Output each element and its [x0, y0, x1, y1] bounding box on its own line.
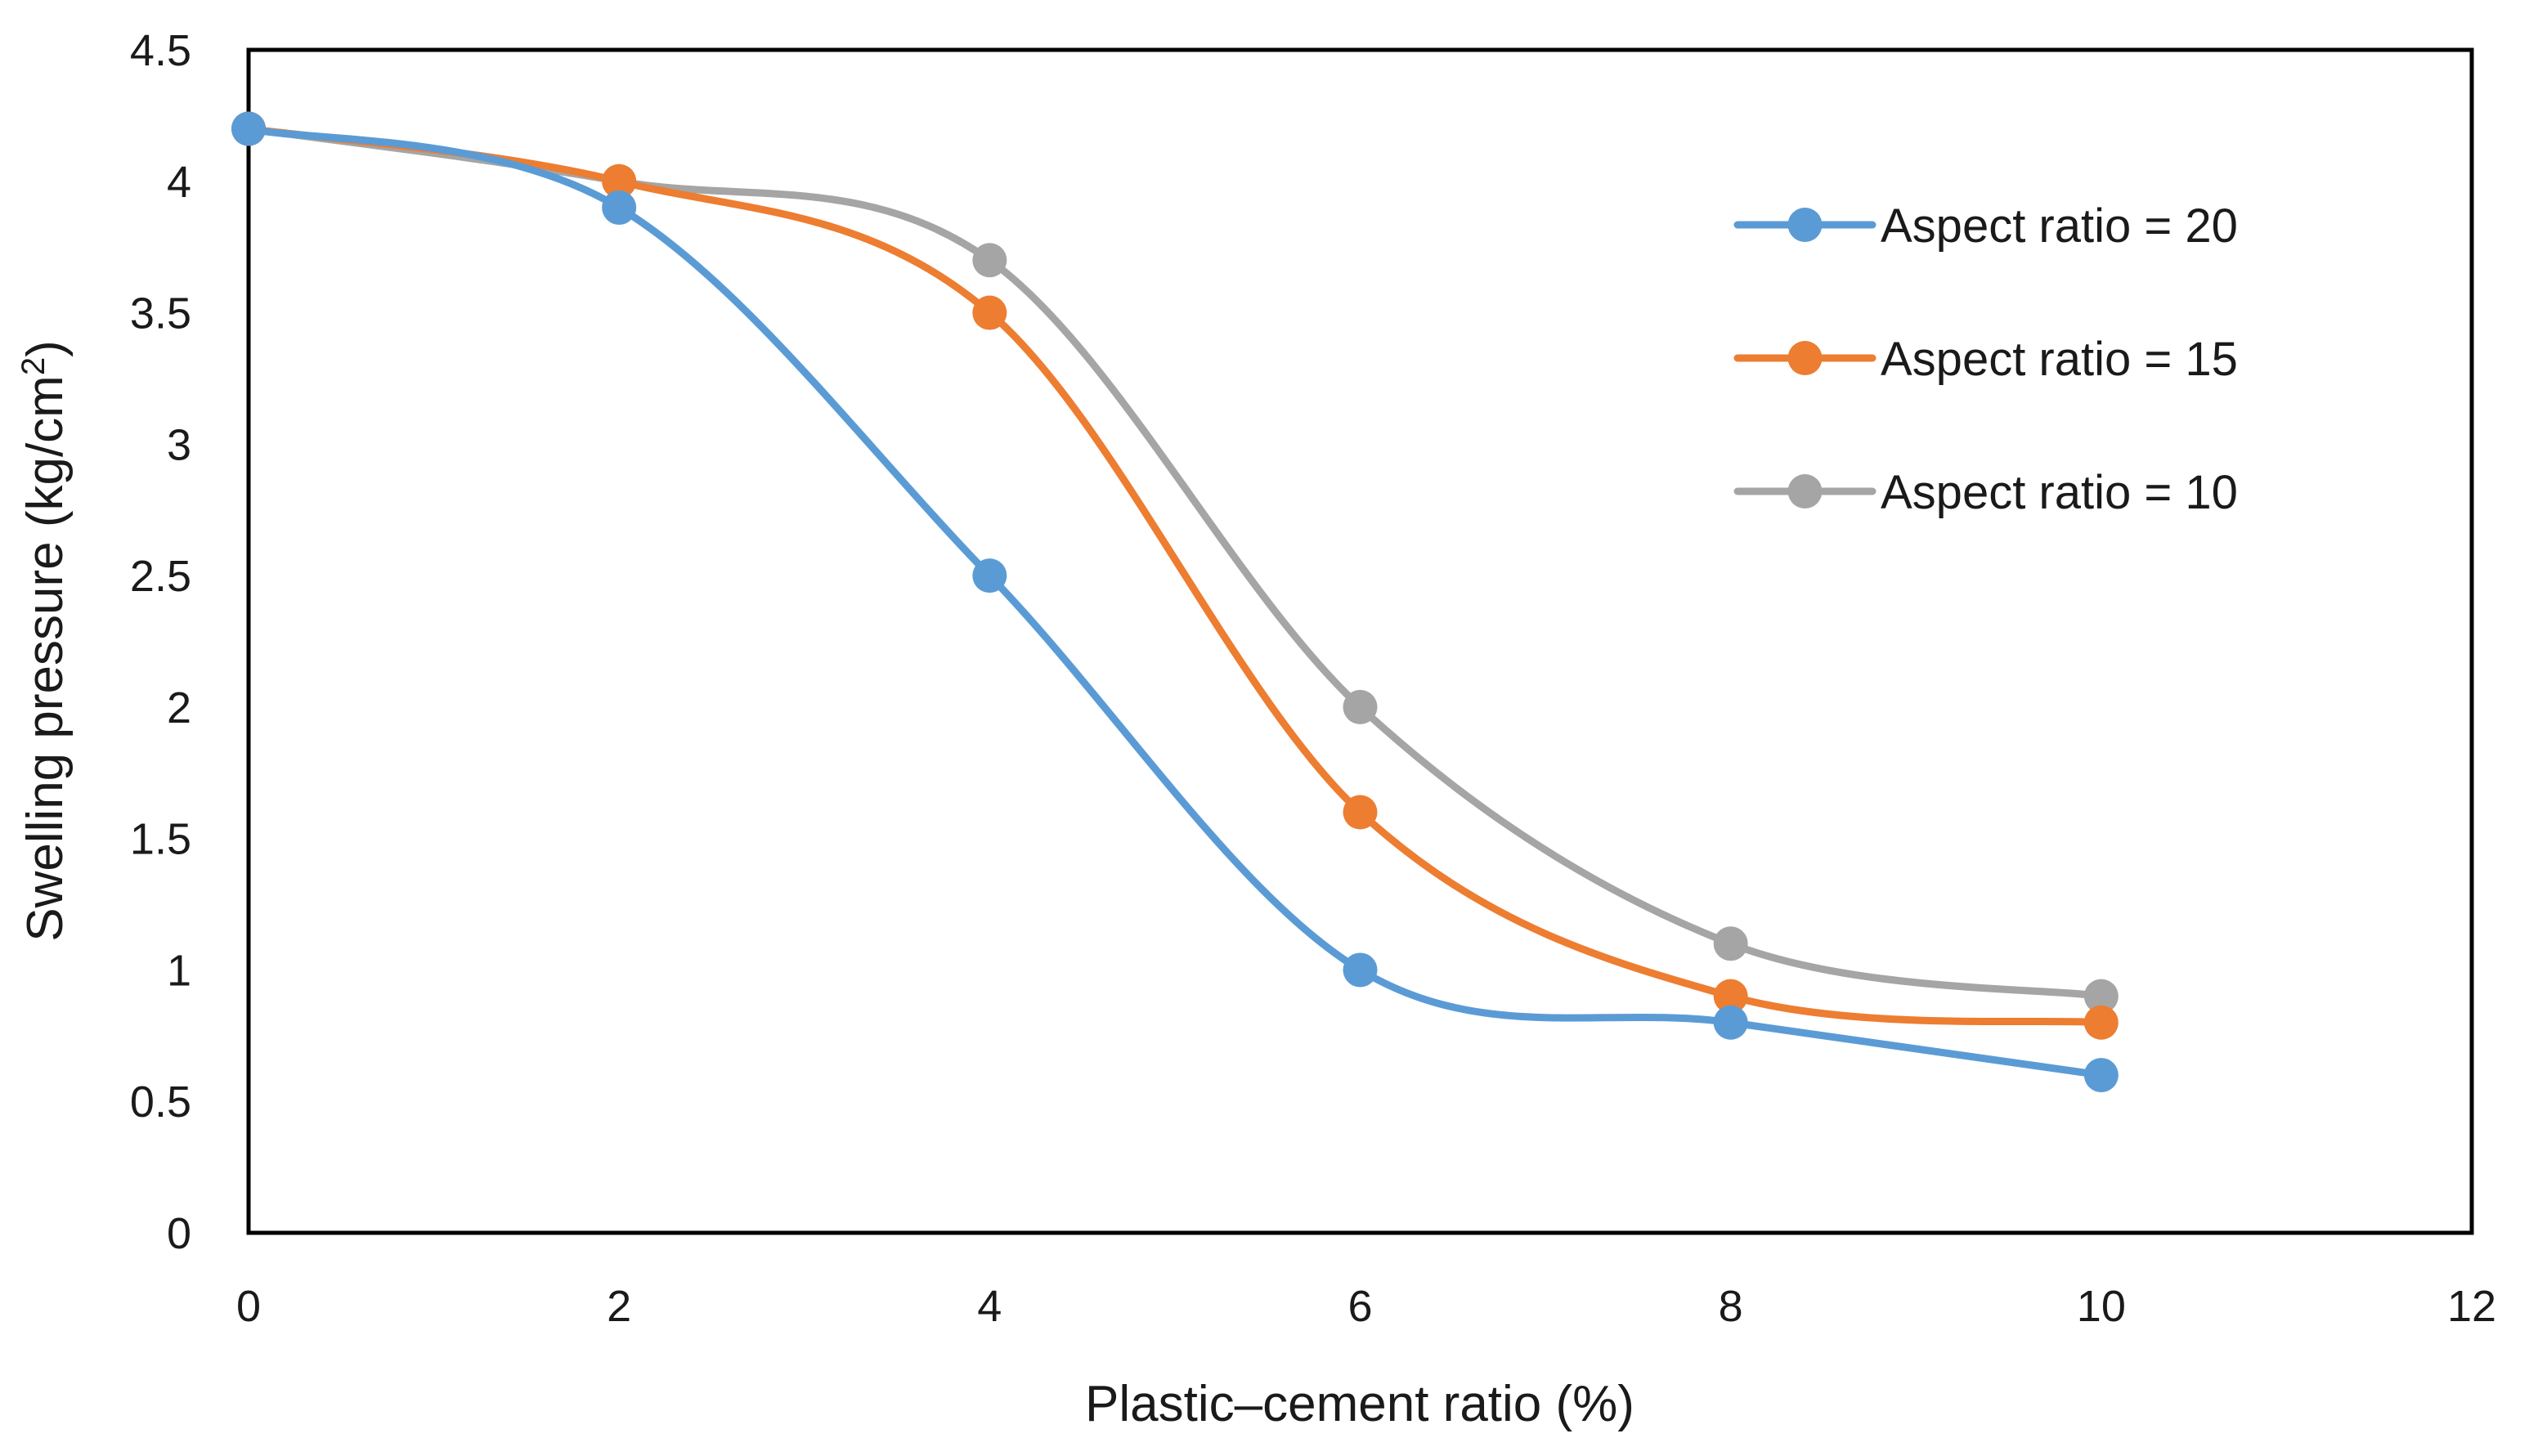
series-line: [244, 124, 2105, 1079]
series-2: [231, 111, 2119, 1040]
legend: Aspect ratio = 20 Aspect ratio = 15 Aspect…: [1733, 199, 2238, 519]
y-tick-label: 4: [167, 158, 191, 207]
data-point: [972, 295, 1007, 330]
data-point: [1343, 952, 1378, 988]
x-tick-label: 8: [1719, 1282, 1743, 1331]
x-tick-label: 4: [977, 1282, 1002, 1331]
data-point: [1713, 1005, 1748, 1040]
series-1: [231, 111, 2119, 1093]
y-tick-label: 4.5: [130, 26, 191, 75]
y-tick-label: 0.5: [130, 1077, 191, 1127]
data-point: [972, 243, 1007, 278]
x-tick-label: 2: [607, 1282, 631, 1331]
data-point: [1343, 689, 1378, 724]
data-point: [602, 190, 637, 225]
y-tick-label: 2.5: [130, 552, 191, 601]
y-tick-label: 3.5: [130, 289, 191, 338]
x-axis-title: Plastic–cement ratio (%): [1085, 1376, 1634, 1432]
y-axis-title-main: Swelling pressure (kg/cm: [17, 375, 74, 942]
x-axis-ticks: 0 2 4 6 8 10 12: [236, 1282, 2496, 1331]
legend-item: Aspect ratio = 20: [1733, 199, 2238, 253]
plot-area: [246, 47, 2474, 1235]
y-tick-label: 0: [167, 1209, 191, 1258]
data-point: [972, 558, 1007, 594]
legend-swatch-marker: [1787, 474, 1823, 508]
legend-label: Aspect ratio = 20: [1881, 199, 2238, 253]
legend-label: Aspect ratio = 15: [1881, 333, 2238, 386]
x-tick-label: 10: [2077, 1282, 2126, 1331]
x-tick-label: 0: [236, 1282, 261, 1331]
legend-item: Aspect ratio = 15: [1733, 333, 2238, 386]
data-point: [1713, 926, 1748, 961]
legend-swatch-marker: [1787, 341, 1823, 375]
x-tick-label: 6: [1347, 1282, 1372, 1331]
legend-item: Aspect ratio = 10: [1733, 466, 2238, 519]
x-tick-label: 12: [2447, 1282, 2496, 1331]
y-tick-label: 3: [167, 420, 191, 469]
legend-swatch-marker: [1787, 208, 1823, 242]
y-tick-label: 2: [167, 683, 191, 732]
y-tick-label: 1.5: [130, 815, 191, 864]
data-point: [2083, 1005, 2119, 1040]
data-point: [2083, 1058, 2119, 1093]
data-point: [231, 111, 266, 146]
y-axis-title: Swelling pressure (kg/cm2): [16, 340, 74, 941]
series-line: [244, 124, 2105, 1027]
y-tick-label: 1: [167, 946, 191, 995]
y-axis-ticks: 0 0.5 1 1.5 2 2.5 3 3.5 4 4.5: [130, 26, 191, 1258]
legend-label: Aspect ratio = 10: [1881, 466, 2238, 519]
data-point: [1343, 795, 1378, 830]
y-axis-title-close: ): [17, 340, 74, 357]
data-point: [602, 164, 637, 199]
y-axis-title-superscript: 2: [16, 357, 52, 375]
data-point: [2083, 979, 2119, 1014]
series-layer: [231, 111, 2119, 1093]
data-point: [1713, 979, 1748, 1014]
